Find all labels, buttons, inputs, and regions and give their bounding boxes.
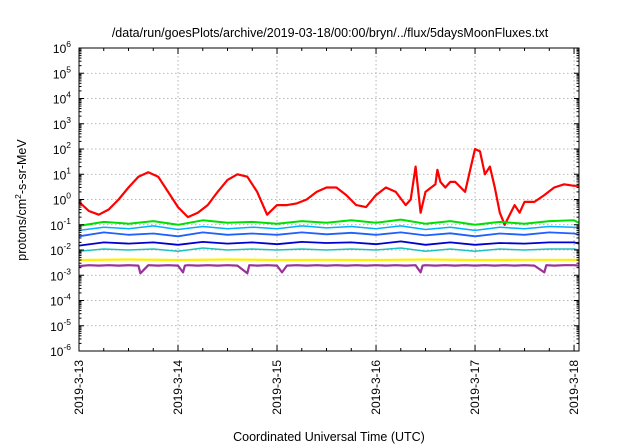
x-tick-label: 2019-3-14 [171,360,185,415]
y-tick-label: 10-5 [50,317,71,334]
y-tick-label: 101 [53,165,71,182]
series-line-3 [78,225,580,232]
series-line-5 [78,240,580,247]
y-axis-label-main: protons/cm [15,199,29,261]
y-axis-label-rest: -s-sr-MeV [15,139,29,195]
series-line-6 [78,247,580,252]
y-tick-label: 105 [53,64,71,81]
x-axis-label: Coordinated Universal Time (UTC) [233,430,425,444]
series-line-2 [78,218,580,227]
y-tick-label: 106 [53,39,71,56]
series-line-8 [78,264,580,275]
x-tick-label: 2019-3-16 [369,360,383,415]
x-tick-label: 2019-3-18 [567,360,581,415]
x-tick-labels: 2019-3-13 2019-3-14 2019-3-15 2019-3-16 2019… [72,360,581,415]
y-tick-label: 10-6 [50,342,71,359]
y-tick-label: 100 [53,191,71,208]
y-tick-label: 104 [53,90,71,107]
series-line-1 [78,147,579,226]
series-line-7 [78,258,580,262]
series-line-4 [78,231,580,238]
x-tick-label: 2019-3-13 [72,360,86,415]
x-tick-label: 2019-3-17 [468,360,482,415]
chart-title: /data/run/goesPlots/archive/2019-03-18/0… [112,26,549,40]
y-tick-label: 10-4 [50,292,71,309]
y-tick-label: 102 [53,140,71,157]
y-axis-label: protons/cm2-s-sr-MeV [13,139,29,261]
y-tick-label: 10-3 [50,266,71,283]
y-tick-label: 103 [53,115,71,132]
y-axis-label-sup: 2 [13,194,23,199]
y-tick-label: 10-2 [50,241,71,258]
series-lines [78,147,580,275]
y-tick-labels: 106 105 104 103 102 101 100 10-1 10-2 10-3 10-4 10-… [50,39,71,359]
y-tick-label: 10-1 [50,216,71,233]
grid [79,48,579,351]
x-tick-label: 2019-3-15 [270,360,284,415]
axis-ticks [78,47,579,352]
